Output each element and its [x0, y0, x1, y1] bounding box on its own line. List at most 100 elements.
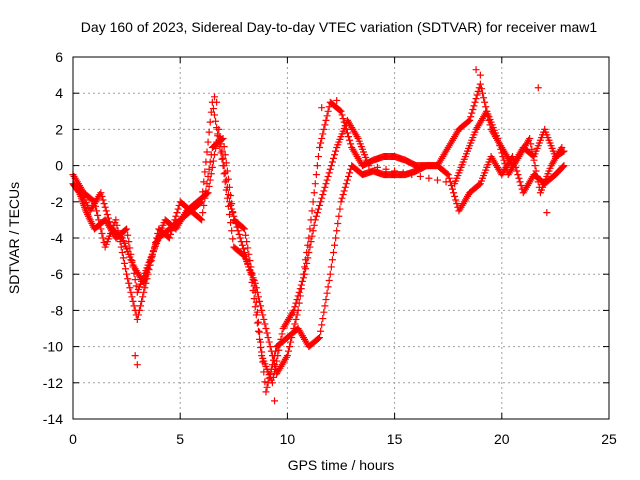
data-point-plus — [312, 212, 320, 220]
data-point-plus — [309, 227, 317, 235]
data-point-plus — [534, 84, 542, 92]
data-point-plus — [266, 343, 274, 351]
data-point-plus — [469, 105, 477, 113]
data-point-plus — [236, 234, 244, 242]
data-point-plus — [145, 261, 153, 269]
data-point-plus — [317, 198, 325, 206]
y-axis-label: SDTVAR / TECUs — [6, 182, 22, 294]
data-point-plus — [269, 356, 277, 364]
data-point-plus — [258, 306, 266, 314]
data-point-plus — [558, 163, 566, 171]
data-point-plus — [81, 205, 89, 213]
data-point-plus — [492, 132, 500, 140]
data-point-plus — [338, 194, 346, 202]
data-point-plus — [244, 259, 252, 267]
data-point-plus — [126, 284, 134, 292]
data-point-plus — [264, 334, 272, 342]
data-point-plus — [475, 181, 483, 189]
data-point-plus — [257, 302, 265, 310]
data-point-plus — [216, 133, 224, 141]
data-point-plus — [323, 289, 331, 297]
data-point-plus — [234, 227, 242, 235]
data-point-plus — [263, 383, 271, 391]
data-point-plus — [209, 105, 217, 113]
data-point-plus — [324, 107, 332, 115]
data-point-plus — [124, 231, 132, 239]
data-point-plus — [205, 128, 213, 136]
data-point-plus — [141, 276, 149, 284]
data-point-plus — [476, 71, 484, 79]
data-point-plus — [104, 214, 112, 222]
data-point-plus — [382, 165, 390, 173]
data-point-plus — [297, 281, 305, 289]
data-point-plus — [134, 311, 142, 319]
data-point-plus — [326, 270, 334, 278]
data-point-plus — [128, 258, 136, 266]
data-point-plus — [254, 327, 262, 335]
data-point-plus — [310, 189, 318, 197]
data-point-plus — [481, 98, 489, 106]
data-point-plus — [391, 167, 399, 175]
data-point-plus — [146, 258, 154, 266]
data-point-plus — [314, 153, 322, 161]
data-point-plus — [232, 220, 240, 228]
data-point-plus — [321, 121, 329, 129]
data-point-plus — [323, 176, 331, 184]
data-point-plus — [530, 156, 538, 164]
data-point-plus — [107, 221, 115, 229]
data-point-plus — [445, 174, 453, 182]
data-point-plus — [241, 248, 249, 256]
data-point-plus — [148, 250, 156, 258]
data-point-plus — [314, 205, 322, 213]
data-point-plus — [213, 138, 221, 146]
data-point-plus — [206, 118, 214, 126]
data-point-plus — [331, 241, 339, 249]
data-point-plus — [336, 106, 344, 114]
x-tick-label: 15 — [387, 431, 403, 447]
data-point-plus — [271, 397, 279, 405]
data-point-plus — [228, 227, 236, 235]
data-point-plus — [243, 256, 251, 264]
data-point-plus — [309, 198, 317, 206]
data-point-plus — [316, 144, 324, 151]
data-point-plus — [305, 248, 313, 256]
data-point-plus — [416, 172, 424, 180]
data-point-plus — [304, 254, 312, 262]
data-point-plus — [130, 302, 138, 310]
data-point-plus — [465, 117, 473, 125]
data-point-plus — [318, 321, 326, 329]
data-point-plus — [129, 297, 137, 305]
data-point-plus — [119, 254, 127, 262]
data-point-plus — [93, 207, 101, 215]
x-tick-label: 25 — [601, 431, 617, 447]
data-point-plus — [319, 130, 327, 138]
data-point-plus — [239, 245, 247, 253]
data-point-plus — [301, 270, 309, 278]
data-point-plus — [499, 153, 507, 161]
data-point-plus — [275, 346, 283, 354]
data-point-plus — [218, 147, 226, 155]
data-point-plus — [133, 361, 141, 369]
data-point-plus — [131, 352, 139, 360]
data-point-plus — [94, 211, 102, 219]
data-point-plus — [211, 151, 219, 159]
data-point-plus — [472, 95, 480, 103]
data-point-plus — [224, 191, 232, 199]
data-point-plus — [237, 238, 245, 246]
data-point-plus — [339, 115, 347, 123]
data-point-plus — [532, 167, 540, 175]
axis-ticks — [72, 56, 610, 420]
data-point-plus — [307, 238, 315, 246]
data-point-plus — [311, 180, 319, 188]
data-point-plus — [334, 220, 342, 228]
data-point-plus — [308, 232, 316, 240]
data-point-plus — [221, 169, 229, 177]
x-axis-label: GPS time / hours — [288, 457, 395, 473]
data-point-plus — [467, 113, 475, 121]
data-point-plus — [286, 343, 294, 351]
data-point-plus — [120, 227, 128, 235]
data-point-plus — [356, 169, 364, 177]
data-point-plus — [205, 182, 213, 190]
data-point-plus — [343, 176, 351, 184]
